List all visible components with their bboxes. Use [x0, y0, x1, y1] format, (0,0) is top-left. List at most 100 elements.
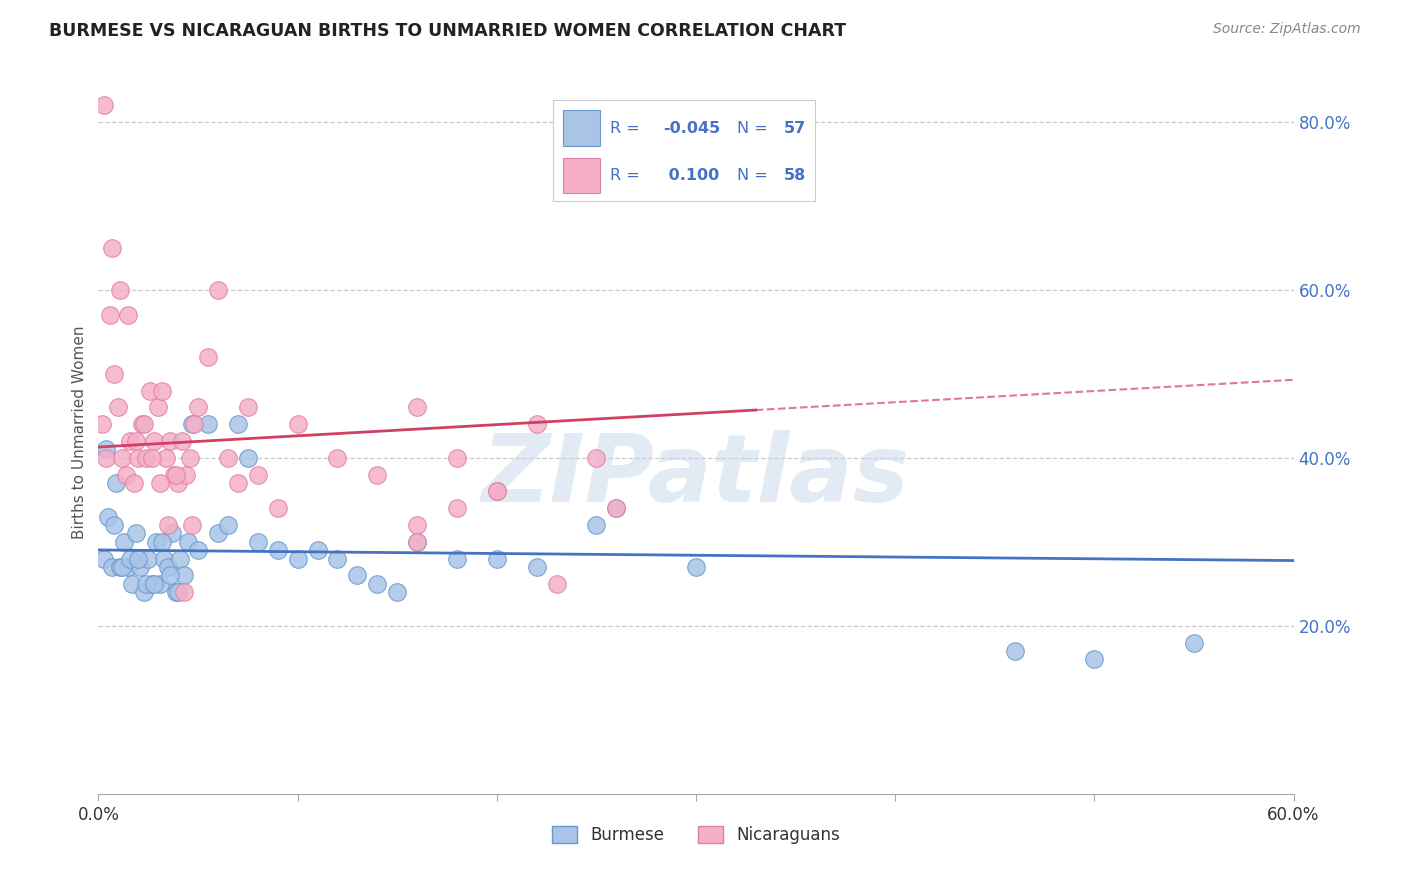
Point	[134, 585, 156, 599]
Point	[96, 450, 118, 465]
Point	[226, 417, 249, 432]
Point	[173, 568, 195, 582]
Point	[366, 577, 388, 591]
Point	[526, 560, 548, 574]
Point	[246, 534, 269, 549]
Text: ZIPatlas: ZIPatlas	[482, 430, 910, 522]
Point	[148, 401, 170, 415]
Point	[139, 384, 162, 398]
Point	[585, 518, 607, 533]
Point	[143, 577, 166, 591]
Point	[197, 350, 219, 364]
Point	[93, 98, 115, 112]
Point	[110, 283, 132, 297]
Point	[546, 577, 568, 591]
Point	[165, 585, 187, 599]
Point	[110, 560, 132, 574]
Point	[103, 518, 125, 533]
Point	[207, 283, 229, 297]
Point	[605, 501, 627, 516]
Point	[172, 434, 194, 448]
Point	[111, 560, 134, 574]
Point	[217, 518, 239, 533]
Point	[236, 401, 259, 415]
Point	[406, 401, 429, 415]
Point	[267, 543, 290, 558]
Point	[181, 417, 204, 432]
Point	[115, 467, 138, 482]
Point	[143, 434, 166, 448]
Point	[117, 560, 139, 574]
Point	[103, 367, 125, 381]
Y-axis label: Births to Unmarried Women: Births to Unmarried Women	[72, 326, 87, 540]
Point	[149, 476, 172, 491]
Point	[159, 568, 181, 582]
Point	[181, 518, 204, 533]
Point	[446, 501, 468, 516]
Point	[326, 450, 349, 465]
Point	[485, 484, 508, 499]
Point	[485, 484, 508, 499]
Point	[1083, 652, 1105, 666]
Point	[131, 417, 153, 432]
Point	[406, 534, 429, 549]
Point	[111, 450, 134, 465]
Point	[446, 450, 468, 465]
Point	[135, 577, 157, 591]
Point	[217, 450, 239, 465]
Point	[179, 450, 201, 465]
Legend: Burmese, Nicaraguans: Burmese, Nicaraguans	[546, 819, 846, 851]
Point	[160, 526, 183, 541]
Point	[167, 585, 190, 599]
Point	[125, 526, 148, 541]
Point	[287, 551, 309, 566]
Point	[287, 417, 309, 432]
Point	[135, 450, 157, 465]
Point	[112, 534, 135, 549]
Point	[93, 551, 115, 566]
Point	[267, 501, 290, 516]
Point	[187, 401, 209, 415]
Point	[98, 308, 122, 322]
Point	[150, 534, 173, 549]
Point	[236, 450, 259, 465]
Point	[246, 467, 269, 482]
Point	[157, 560, 180, 574]
Point	[526, 417, 548, 432]
Point	[141, 577, 163, 591]
Point	[187, 543, 209, 558]
Point	[385, 585, 409, 599]
Point	[346, 568, 368, 582]
Point	[446, 551, 468, 566]
Point	[145, 534, 167, 549]
Point	[406, 518, 429, 533]
Point	[326, 551, 349, 566]
Point	[120, 551, 142, 566]
Point	[207, 526, 229, 541]
Point	[174, 467, 197, 482]
Point	[155, 450, 177, 465]
Point	[197, 417, 219, 432]
Point	[163, 467, 186, 482]
Point	[124, 476, 146, 491]
Point	[101, 241, 124, 255]
Point	[177, 534, 200, 549]
Point	[107, 401, 129, 415]
Point	[153, 551, 176, 566]
Point	[127, 450, 149, 465]
Point	[406, 534, 429, 549]
Point	[117, 308, 139, 322]
Point	[121, 577, 143, 591]
Point	[129, 560, 152, 574]
Point	[105, 476, 128, 491]
Point	[169, 551, 191, 566]
Point	[585, 450, 607, 465]
Point	[1182, 635, 1205, 649]
Text: BURMESE VS NICARAGUAN BIRTHS TO UNMARRIED WOMEN CORRELATION CHART: BURMESE VS NICARAGUAN BIRTHS TO UNMARRIE…	[49, 22, 846, 40]
Point	[307, 543, 329, 558]
Point	[91, 417, 114, 432]
Point	[485, 551, 508, 566]
Point	[149, 577, 172, 591]
Point	[101, 560, 124, 574]
Point	[96, 442, 118, 457]
